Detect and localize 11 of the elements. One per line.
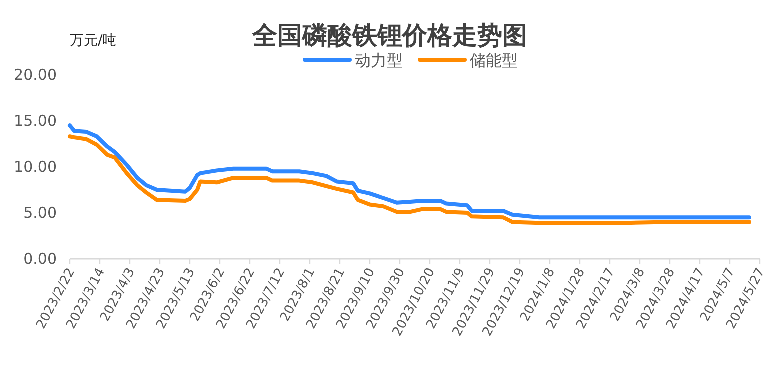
y-tick-label: 5.00 (24, 204, 57, 222)
legend-label: 储能型 (470, 51, 518, 70)
y-tick-label: 10.00 (14, 158, 57, 176)
line-series (68, 134, 752, 226)
legend-label: 动力型 (355, 51, 403, 70)
y-axis-title: 万元/吨 (70, 33, 117, 49)
line-series (68, 124, 752, 220)
y-tick-label: 20.00 (14, 66, 57, 84)
y-tick-label: 15.00 (14, 112, 57, 130)
chart-title: 全国磷酸铁锂价格走势图 (252, 21, 528, 50)
y-tick-label: 0.00 (24, 250, 57, 268)
